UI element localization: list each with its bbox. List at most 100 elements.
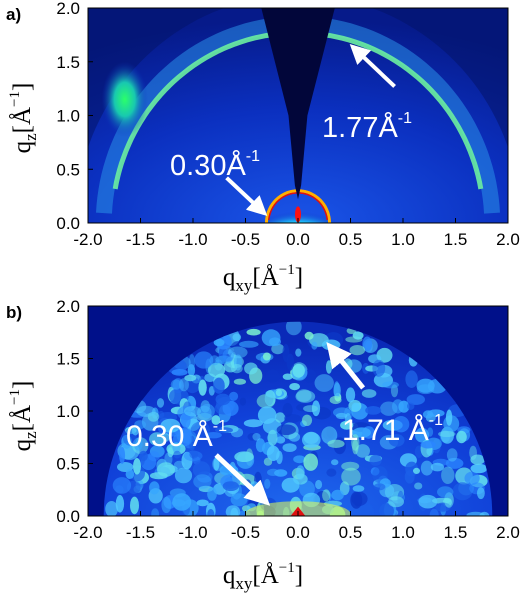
y-axis-label-b: qz[Å−1] xyxy=(7,381,40,452)
y-tick-label: 1.5 xyxy=(56,53,80,72)
speckle-blob xyxy=(172,442,181,453)
speckle-blob xyxy=(185,431,193,445)
speckle-blob xyxy=(414,482,423,490)
speckle-blob xyxy=(350,491,363,509)
speckle-blob xyxy=(119,446,126,464)
speckle-blob xyxy=(446,448,458,462)
y-tick-label: 1.0 xyxy=(56,402,80,421)
speckle-blob xyxy=(213,338,225,347)
speckle-blob xyxy=(199,403,215,419)
speckle-blob xyxy=(341,467,361,486)
speckle-blob xyxy=(329,395,342,405)
speckle-blob xyxy=(131,425,139,436)
speckle-blob xyxy=(173,450,181,459)
speckle-blob xyxy=(430,462,444,472)
speckle-blob xyxy=(477,487,485,500)
speckle-blob xyxy=(207,509,215,516)
speckle-blob xyxy=(301,414,313,426)
speckle-blob xyxy=(341,461,360,471)
annotation-0.30-b: 0.30 Å-1 xyxy=(126,418,227,453)
speckle-blob xyxy=(136,405,156,417)
speckle-blob xyxy=(243,419,263,428)
speckle-blob xyxy=(418,494,438,509)
speckle-blob xyxy=(215,393,231,406)
speckle-blob xyxy=(369,454,382,466)
speckle-blob xyxy=(420,440,436,449)
speckle-blob xyxy=(271,343,285,355)
speckle-blob xyxy=(267,429,278,446)
speckle-blob xyxy=(170,379,182,390)
x-tick-label: 1.0 xyxy=(391,230,415,249)
speckle-blob xyxy=(466,511,485,516)
speckle-blob xyxy=(340,420,354,430)
speckle-blob xyxy=(314,374,334,392)
speckle-blob xyxy=(282,344,290,362)
speckle-blob xyxy=(351,402,360,411)
speckle-blob xyxy=(407,402,415,410)
speckle-blob xyxy=(275,389,282,397)
speckle-blob xyxy=(230,493,248,507)
speckle-blob xyxy=(264,478,271,489)
speckle-blob xyxy=(456,430,467,444)
x-tick-label: -0.5 xyxy=(231,523,260,542)
speckle-blob xyxy=(149,432,165,446)
speckle-blob xyxy=(133,458,141,475)
speckle-blob xyxy=(295,390,316,403)
panel-label-a: a) xyxy=(6,5,21,24)
speckle-blob xyxy=(415,427,429,443)
speckle-blob xyxy=(181,451,193,470)
speckle-blob xyxy=(282,402,293,417)
speckle-blob xyxy=(209,355,220,366)
speckle-blob xyxy=(437,486,454,498)
speckle-blob xyxy=(361,389,377,398)
speckle-blob xyxy=(438,430,456,438)
speckle-blob xyxy=(311,341,318,350)
speckle-blob xyxy=(282,443,297,452)
speckle-blob xyxy=(213,457,220,471)
speckle-blob xyxy=(252,433,261,441)
speckle-blob xyxy=(230,507,239,516)
speckle-blob xyxy=(392,416,410,433)
speckle-blob xyxy=(130,496,139,515)
speckle-blob xyxy=(452,482,473,501)
heatmap-a-beam-center xyxy=(295,206,301,223)
x-tick-label: 1.0 xyxy=(391,523,415,542)
speckle-blob xyxy=(285,321,302,336)
speckle-blob xyxy=(207,487,217,501)
speckle-blob xyxy=(303,453,319,471)
speckle-blob xyxy=(189,450,199,459)
speckle-blob xyxy=(284,414,301,423)
speckle-blob xyxy=(205,432,222,439)
speckle-blob xyxy=(171,369,188,376)
speckle-blob xyxy=(193,474,212,489)
speckle-blob xyxy=(322,489,331,502)
heatmap-a xyxy=(88,8,508,223)
arrow-0.30-b xyxy=(214,453,271,506)
speckle-blob xyxy=(281,477,300,493)
speckle-blob xyxy=(121,434,132,449)
speckle-blob xyxy=(470,463,488,474)
speckle-blob xyxy=(303,405,318,413)
speckle-blob xyxy=(365,406,382,415)
speckle-blob xyxy=(265,369,281,383)
x-tick-label: -1.0 xyxy=(178,523,207,542)
speckle-blob xyxy=(333,381,340,398)
x-tick-label: 1.5 xyxy=(444,523,468,542)
speckle-blob xyxy=(405,370,418,389)
x-tick-label: 0.5 xyxy=(339,523,363,542)
panel-b: b) 1.71 Å-1 0.30 Å-1 -2.0 -1.5 -1.0 -0.5 0.0… xyxy=(6,297,520,593)
speckle-blob xyxy=(255,438,266,453)
x-tick-label: 0.0 xyxy=(286,230,310,249)
speckle-blob xyxy=(427,427,434,437)
speckle-blob xyxy=(184,374,197,382)
speckle-blob xyxy=(192,461,211,479)
y-tick-label: 0.0 xyxy=(56,214,80,233)
speckle-blob xyxy=(230,427,244,438)
y-tick-label: 1.5 xyxy=(56,350,80,369)
speckle-blob xyxy=(372,359,386,377)
speckle-blob xyxy=(151,508,160,516)
speckle-blob xyxy=(420,460,433,476)
speckle-blob xyxy=(194,351,214,369)
panel-a: a) 1.77Å-1 0.30Å-1 -2.0 -1.5 -1.0 -0.5 0.0 0.… xyxy=(6,0,520,295)
